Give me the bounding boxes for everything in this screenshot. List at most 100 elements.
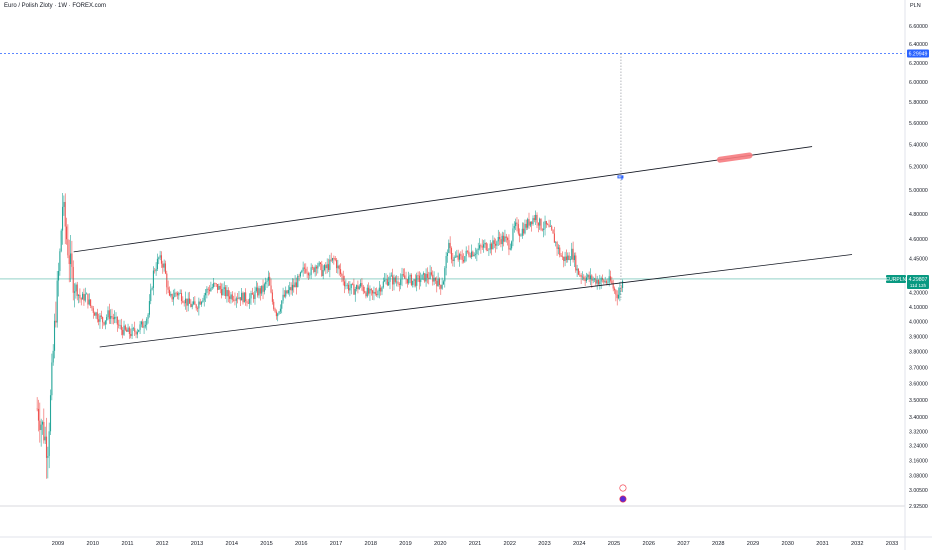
- candle: [613, 286, 616, 294]
- candle-body: [66, 226, 68, 240]
- candle-body: [289, 287, 291, 291]
- candle-body: [563, 256, 565, 262]
- candle: [184, 291, 187, 310]
- candle-body: [524, 223, 526, 234]
- candle: [416, 272, 418, 292]
- candle-body: [374, 291, 376, 294]
- candle: [41, 420, 44, 435]
- candle-body: [150, 289, 152, 302]
- candle: [307, 271, 310, 280]
- candle-body: [63, 201, 65, 207]
- candle-body: [472, 251, 474, 257]
- candle-body: [106, 317, 108, 321]
- candle-body: [71, 253, 73, 267]
- candle: [267, 270, 269, 287]
- candle-body: [293, 284, 295, 288]
- candle: [472, 250, 474, 257]
- candle-body: [396, 281, 398, 283]
- candle-body: [365, 292, 367, 297]
- candle: [282, 287, 284, 304]
- candle-body: [608, 276, 610, 283]
- candle: [214, 282, 216, 287]
- candle: [273, 299, 275, 311]
- candle: [564, 251, 566, 267]
- candle: [305, 263, 307, 274]
- candle: [445, 251, 447, 276]
- candle: [374, 288, 376, 296]
- candle: [434, 277, 436, 284]
- candle-body: [569, 259, 571, 261]
- candle-body: [432, 274, 434, 282]
- candle-body: [274, 308, 276, 312]
- candle-body: [190, 303, 192, 308]
- candle: [460, 251, 462, 260]
- candle: [350, 283, 352, 295]
- candle: [122, 327, 124, 339]
- candle: [523, 222, 525, 236]
- candle: [474, 247, 477, 259]
- candle-body: [361, 283, 363, 287]
- candle-body: [402, 274, 404, 276]
- candle: [88, 293, 90, 306]
- last-price-text: 4.29807: [909, 277, 928, 283]
- candle: [600, 276, 602, 289]
- candle: [247, 299, 249, 304]
- candle-body: [595, 278, 597, 284]
- candle: [179, 289, 181, 294]
- candle: [470, 244, 473, 260]
- x-tick-label: 2015: [260, 541, 272, 547]
- candle-body: [544, 221, 546, 229]
- candle: [72, 260, 74, 301]
- candle-body: [474, 254, 477, 255]
- candle: [516, 217, 518, 232]
- candle: [441, 277, 443, 290]
- candle-body: [107, 310, 109, 318]
- y-tick-label: 3.80000: [909, 350, 928, 356]
- candle: [242, 291, 244, 305]
- plot-area[interactable]: [36, 192, 624, 479]
- candle: [118, 319, 120, 329]
- candle-body: [557, 247, 559, 249]
- y-tick-label: 3.32000: [909, 429, 928, 435]
- candle: [222, 283, 224, 296]
- candle-body: [235, 298, 237, 301]
- candle-body: [257, 287, 259, 296]
- candle: [344, 275, 346, 294]
- candle: [333, 255, 335, 265]
- candle-body: [287, 290, 289, 294]
- candle-body: [525, 223, 527, 228]
- candle: [127, 323, 129, 333]
- candle-body: [68, 255, 70, 265]
- candle: [200, 300, 203, 307]
- time-axis[interactable]: 2009 2010 2011 2012 2013 2014 2015 2016 2017 2018…: [0, 536, 932, 547]
- candle: [57, 262, 60, 297]
- candle: [66, 217, 68, 245]
- drawing-layer[interactable]: [0, 53, 905, 507]
- channel-upper-line: [73, 146, 813, 253]
- candle: [366, 284, 368, 298]
- candle: [144, 320, 146, 329]
- candle: [617, 287, 620, 300]
- candle: [525, 219, 527, 231]
- candle: [540, 218, 542, 232]
- candle: [291, 278, 293, 296]
- candle: [456, 249, 458, 258]
- candle-body: [499, 237, 501, 240]
- candle-body: [171, 293, 173, 300]
- candle: [302, 261, 304, 277]
- candle-body: [302, 267, 304, 271]
- candle: [321, 260, 323, 277]
- candle-body: [392, 275, 394, 285]
- candle: [589, 268, 592, 286]
- candle: [382, 277, 384, 289]
- candle: [458, 252, 461, 267]
- candle: [345, 279, 347, 290]
- candle: [513, 221, 515, 233]
- candle: [299, 271, 301, 278]
- candle: [511, 240, 513, 251]
- candle-body: [178, 293, 180, 296]
- candle: [238, 291, 240, 300]
- y-tick-label: 6.40000: [909, 42, 928, 48]
